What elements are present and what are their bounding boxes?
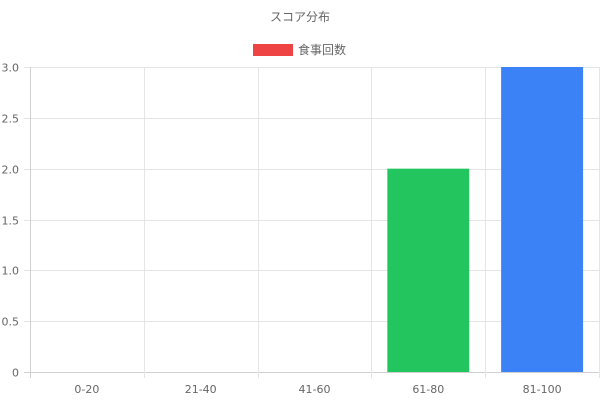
bar-81-100[interactable] <box>501 67 584 372</box>
x-tick-labels: 0-20 21-40 41-60 61-80 81-100 <box>74 383 561 396</box>
y-tick-labels: 0 0.5 1.0 1.5 2.0 2.5 3.0 <box>2 62 20 380</box>
y-tick-label: 2.5 <box>2 113 20 126</box>
legend-label: 食事回数 <box>298 42 346 57</box>
y-tick-label: 0.5 <box>2 316 20 329</box>
y-tick-label: 0 <box>12 367 19 380</box>
y-tick-label: 3.0 <box>2 62 20 75</box>
y-tick-label: 1.5 <box>2 215 20 228</box>
x-tick-label: 41-60 <box>299 383 331 396</box>
x-tick-label: 21-40 <box>185 383 217 396</box>
x-tick-label: 61-80 <box>412 383 444 396</box>
y-tick-label: 1.0 <box>2 265 20 278</box>
legend-swatch <box>253 44 293 56</box>
bars <box>387 67 584 372</box>
chart-title: スコア分布 <box>270 10 330 24</box>
legend[interactable]: 食事回数 <box>253 42 346 57</box>
x-tick-label: 0-20 <box>74 383 99 396</box>
y-tick-label: 2.0 <box>2 164 20 177</box>
bar-61-80[interactable] <box>387 168 470 372</box>
x-tick-label: 81-100 <box>523 383 562 396</box>
